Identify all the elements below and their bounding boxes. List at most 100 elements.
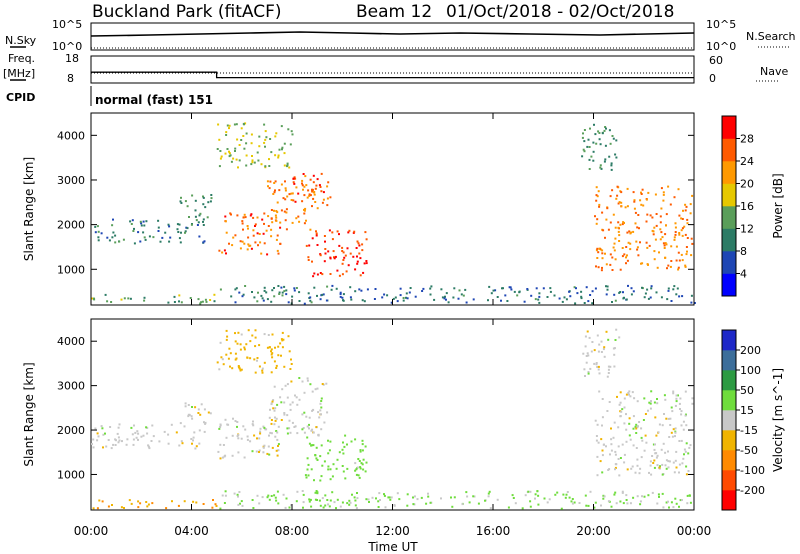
data-cell [614, 491, 617, 494]
data-cell [653, 226, 656, 229]
data-cell [319, 253, 322, 256]
data-cell [179, 422, 182, 425]
data-cell [315, 446, 318, 449]
data-cell [302, 427, 305, 429]
data-cell [263, 242, 266, 245]
data-cell [315, 426, 318, 429]
data-cell [668, 436, 671, 438]
data-cell [693, 302, 696, 304]
data-cell [298, 398, 301, 401]
data-cell [595, 363, 598, 366]
data-cell [207, 201, 210, 204]
data-cell [274, 214, 277, 217]
data-cell [280, 338, 283, 341]
data-cell [94, 427, 97, 430]
data-cell [287, 301, 290, 304]
data-cell [605, 263, 608, 266]
data-cell [638, 421, 641, 423]
data-cell [598, 132, 601, 134]
data-cell [611, 189, 614, 192]
data-cell [283, 152, 286, 155]
data-cell [204, 206, 207, 209]
data-cell [187, 404, 190, 406]
data-cell [97, 239, 100, 242]
data-cell [180, 301, 183, 304]
cpid-label: CPID [6, 91, 35, 104]
data-cell [263, 426, 266, 429]
data-cell [251, 159, 254, 162]
data-cell [620, 191, 623, 194]
data-cell [191, 442, 193, 445]
data-cell [596, 334, 599, 337]
data-cell [628, 230, 631, 233]
data-cell [650, 473, 653, 476]
data-cell [354, 499, 357, 502]
data-cell [219, 457, 222, 460]
data-cell [492, 289, 495, 292]
data-cell [194, 406, 197, 409]
data-cell [274, 154, 277, 157]
data-cell [543, 497, 546, 500]
data-cell [595, 222, 598, 225]
data-cell [363, 262, 366, 265]
data-cell [202, 195, 204, 198]
data-cell [468, 501, 471, 504]
data-cell [236, 214, 239, 217]
colorbar-swatch [722, 470, 736, 491]
data-cell [272, 399, 275, 402]
data-cell [582, 148, 585, 151]
data-cell [118, 240, 121, 243]
data-cell [235, 123, 238, 126]
data-cell [618, 240, 621, 242]
data-cell [690, 301, 693, 304]
data-cell [631, 465, 634, 468]
data-cell [276, 211, 279, 214]
data-cell [361, 439, 364, 442]
data-cell [318, 184, 321, 187]
data-cell [314, 201, 317, 203]
data-cell [183, 500, 186, 503]
data-cell [653, 258, 656, 261]
data-cell [246, 435, 249, 438]
data-cell [583, 150, 586, 153]
data-cell [288, 350, 291, 353]
data-cell [321, 201, 324, 204]
data-cell [626, 259, 629, 262]
data-cell [595, 265, 597, 268]
data-cell [657, 431, 660, 434]
data-cell [398, 498, 401, 501]
data-cell [406, 504, 409, 507]
data-cell [152, 435, 155, 438]
data-cell [320, 406, 323, 409]
data-cell [358, 244, 361, 247]
noise-right-tick-top: 10^5 [706, 18, 736, 31]
data-cell [203, 240, 206, 243]
data-cell [280, 354, 282, 357]
data-cell [602, 443, 605, 446]
data-cell [685, 246, 688, 248]
data-cell [635, 427, 638, 430]
data-cell [258, 449, 261, 452]
data-cell [285, 208, 288, 211]
data-cell [668, 506, 670, 509]
data-cell [316, 387, 319, 390]
data-cell [342, 470, 345, 473]
data-cell [534, 298, 537, 301]
data-cell [316, 294, 318, 297]
data-cell [341, 501, 344, 504]
data-cell [538, 301, 541, 304]
data-cell [257, 159, 260, 162]
data-cell [275, 219, 278, 222]
data-cell [341, 273, 344, 276]
data-cell [621, 443, 624, 446]
data-cell [689, 501, 692, 504]
data-cell [220, 155, 223, 158]
data-cell [633, 397, 636, 400]
data-cell [313, 193, 316, 196]
data-cell [640, 427, 643, 430]
data-cell [462, 294, 465, 297]
data-cell [173, 295, 176, 298]
data-cell [100, 232, 103, 235]
data-cell [669, 424, 672, 426]
data-cell [159, 240, 162, 243]
